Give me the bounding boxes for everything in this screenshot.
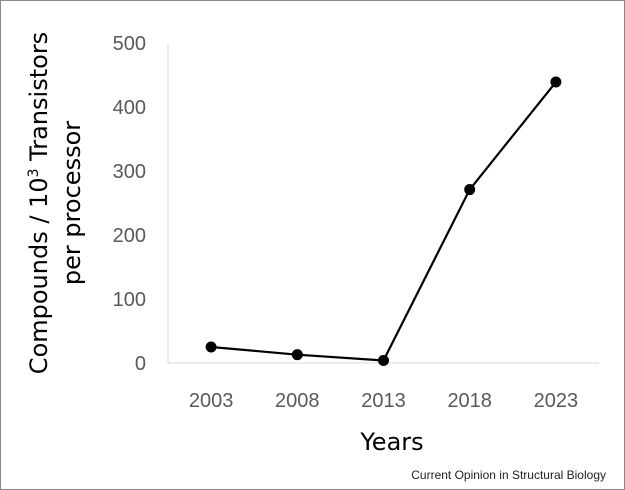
x-tick-label: 2023 xyxy=(534,390,579,412)
x-tick-label: 2018 xyxy=(447,390,492,412)
y-tick-label: 200 xyxy=(113,225,146,247)
y-tick-label: 100 xyxy=(113,289,146,311)
series-line xyxy=(211,81,557,362)
y-tick-label: 400 xyxy=(113,97,146,119)
y-tick-label: 300 xyxy=(113,161,146,183)
x-tick-label: 2008 xyxy=(275,390,320,412)
x-tick-labels: 2003 2008 2013 2018 2023 xyxy=(189,390,578,412)
data-point xyxy=(378,354,389,366)
data-point xyxy=(205,341,217,353)
data-point xyxy=(464,184,476,196)
data-point xyxy=(291,349,303,361)
y-axis-title: Compounds / 103 Transistors xyxy=(25,32,53,374)
y-axis-title-second-line: per processor xyxy=(58,121,86,285)
y-tick-label: 500 xyxy=(113,33,146,55)
y-axis-title-pre: Compounds / 10 xyxy=(25,177,53,374)
y-axis-title-superscript: 3 xyxy=(26,168,42,177)
x-tick-label: 2013 xyxy=(361,390,406,412)
x-tick-label: 2003 xyxy=(189,390,234,412)
source-credit: Current Opinion in Structural Biology xyxy=(411,468,606,482)
y-tick-label: 0 xyxy=(135,353,146,375)
y-axis-title-post: Transistors xyxy=(25,32,53,169)
y-tick-labels: 0 100 200 300 400 500 xyxy=(113,33,146,375)
data-point xyxy=(550,76,562,88)
x-axis-title: Years xyxy=(359,428,423,456)
series-group xyxy=(205,76,562,366)
